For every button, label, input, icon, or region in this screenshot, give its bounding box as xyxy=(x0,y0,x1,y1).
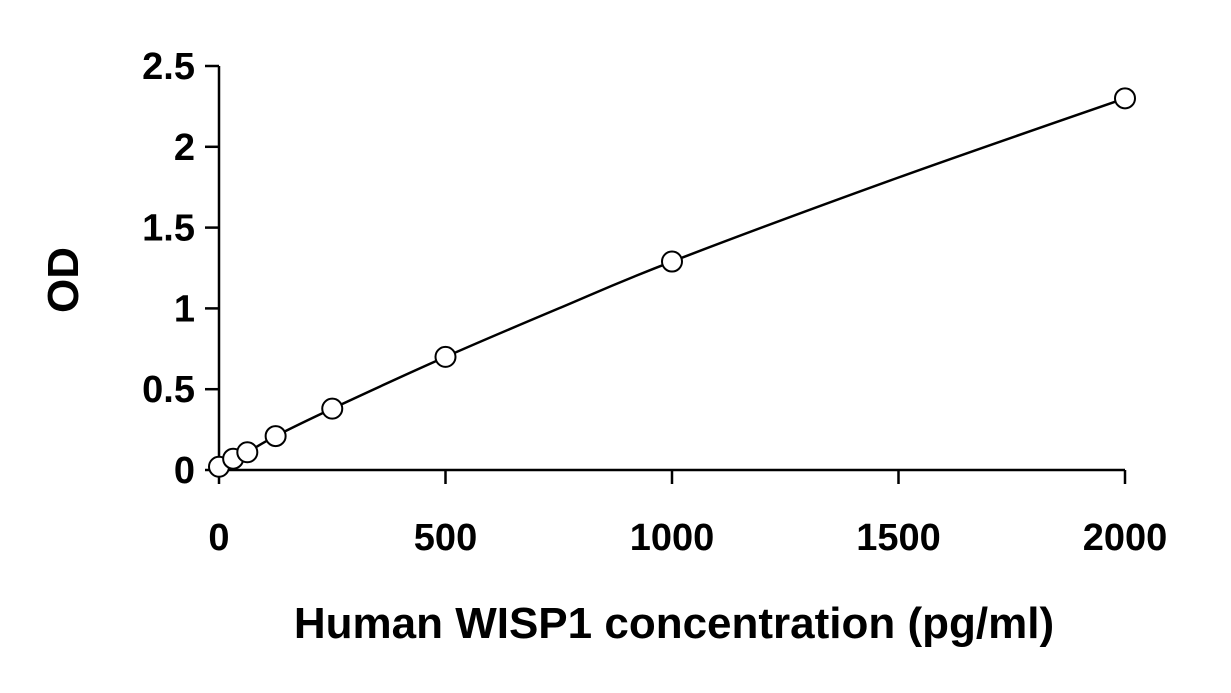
tick-labels-group: 0 0.5 1 1.5 2 2.5 0 500 1000 1500 2000 xyxy=(142,46,1167,559)
x-tick-label: 500 xyxy=(414,517,477,559)
data-points-group xyxy=(208,87,1136,478)
fit-curve-line xyxy=(218,97,1126,468)
data-point xyxy=(321,397,344,420)
fit-curve-group xyxy=(218,97,1126,468)
y-tick-label: 0 xyxy=(174,450,195,492)
y-tick-label: 1 xyxy=(174,288,195,330)
data-point xyxy=(1114,87,1136,110)
x-tick-label: 0 xyxy=(208,517,229,559)
data-point xyxy=(236,441,259,464)
y-tick-label: 2.5 xyxy=(142,46,195,88)
x-axis-title: Human WISP1 concentration (pg/ml) xyxy=(294,599,1054,648)
y-axis-title: OD xyxy=(39,247,88,313)
x-tick-label: 1000 xyxy=(630,517,715,559)
y-tick-label: 2 xyxy=(174,127,195,169)
data-point xyxy=(661,250,683,273)
y-tick-label: 1.5 xyxy=(142,208,195,250)
axes xyxy=(205,64,1127,484)
x-tick-label: 1500 xyxy=(856,517,941,559)
data-point xyxy=(264,425,287,448)
data-point xyxy=(434,345,457,368)
x-tick-label: 2000 xyxy=(1083,517,1168,559)
y-tick-label: 0.5 xyxy=(142,369,195,411)
